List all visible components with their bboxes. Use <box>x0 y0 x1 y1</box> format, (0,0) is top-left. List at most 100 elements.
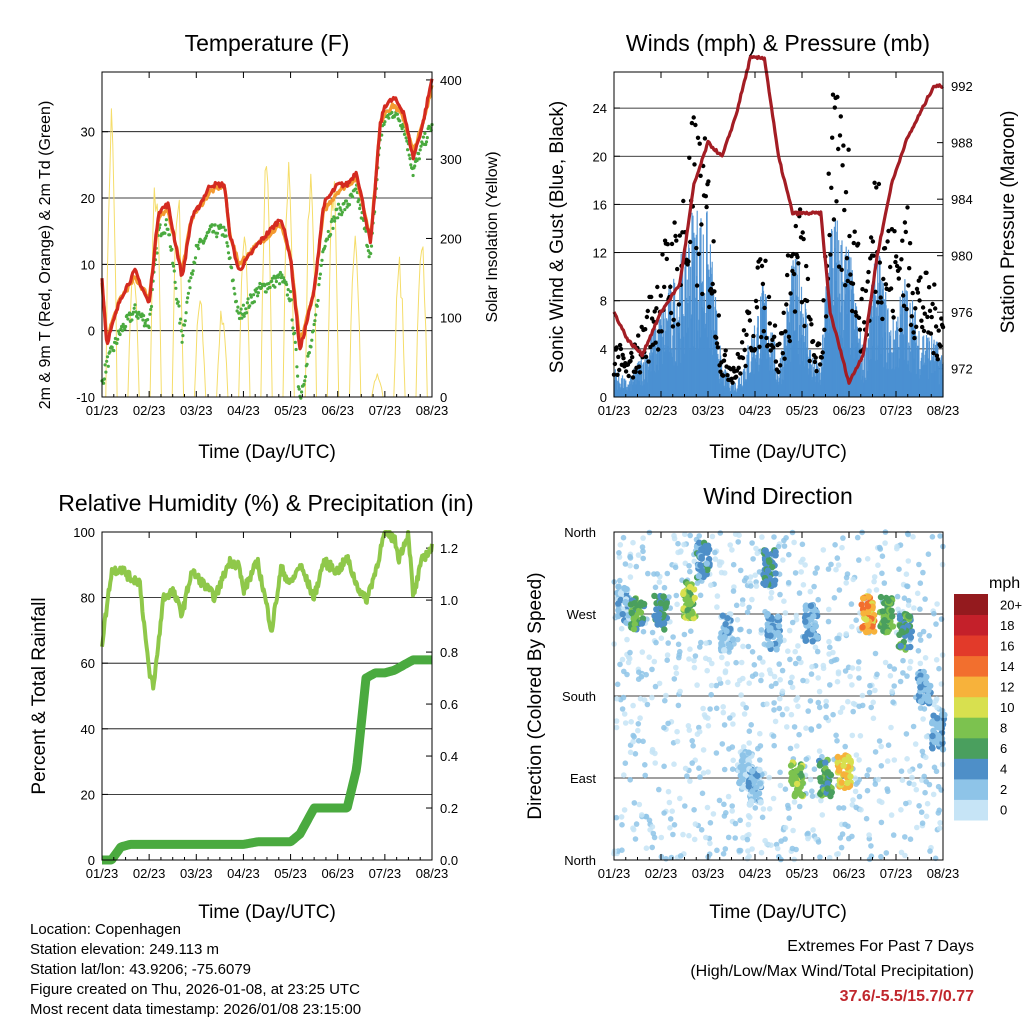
direction-point <box>640 738 646 745</box>
direction-point <box>828 561 834 568</box>
gust-point <box>886 228 891 234</box>
temp-xtick-label: 07/23 <box>369 403 402 418</box>
direction-cluster-point <box>938 735 946 742</box>
winds-panel: Winds (mph) & Pressure (mb) Time (Day/UT… <box>547 30 1019 463</box>
dewpoint-point <box>163 231 167 235</box>
dewpoint-point <box>274 279 278 284</box>
direction-cluster-point <box>662 603 669 611</box>
gust-point <box>840 163 845 168</box>
direction-point <box>721 801 727 808</box>
gust-point <box>925 314 930 320</box>
gust-point <box>782 356 787 361</box>
direction-point <box>643 845 650 851</box>
speed-legend-swatch <box>954 594 988 615</box>
direction-point <box>760 806 767 812</box>
gust-point <box>697 141 702 146</box>
rh-frame <box>101 531 433 861</box>
dewpoint-point <box>244 307 248 311</box>
gust-point <box>618 346 624 352</box>
gust-point <box>911 330 916 335</box>
direction-point <box>735 539 741 545</box>
temperature-ylabel-left: 2m & 9m T (Red, Orange) & 2m Td (Green) <box>37 101 54 410</box>
direction-point <box>781 543 788 549</box>
direction-cluster-point <box>905 612 912 620</box>
direction-point <box>687 532 693 539</box>
dewpoint-point <box>226 244 230 248</box>
direction-point <box>905 597 912 604</box>
direction-cluster-point <box>767 641 775 648</box>
direction-cluster-point <box>753 784 760 791</box>
direction-point <box>630 539 636 546</box>
direction-point <box>649 824 656 830</box>
direction-point <box>684 773 690 779</box>
direction-point <box>905 602 912 608</box>
dewpoint-point <box>425 136 429 140</box>
dewpoint-point <box>256 294 260 298</box>
gust-point <box>636 364 642 369</box>
speed-legend-swatch <box>954 799 988 821</box>
direction-point <box>879 570 885 577</box>
dewpoint-point <box>124 324 128 329</box>
rh-right-ytick-right-label: 0.4 <box>440 749 458 764</box>
dewpoint-point <box>319 263 323 267</box>
dewpoint-point <box>184 311 188 315</box>
gust-point <box>617 367 622 373</box>
direction-point <box>733 659 739 666</box>
direction-point <box>635 721 642 727</box>
direction-cluster-point <box>615 607 622 614</box>
direction-cluster-point <box>798 772 805 779</box>
direction-point <box>791 724 798 730</box>
dir-xtick-label: 01/23 <box>598 866 631 881</box>
gust-point <box>764 335 769 341</box>
direction-point <box>906 780 913 786</box>
gust-point <box>612 361 618 367</box>
temp-right-ytick-right-label: 200 <box>440 231 462 246</box>
gust-point <box>687 155 692 160</box>
direction-point <box>696 724 702 731</box>
gust-point <box>703 194 708 199</box>
direction-cluster-point <box>802 637 810 644</box>
gust-point <box>917 298 922 303</box>
gust-point <box>711 239 716 244</box>
direction-point <box>853 752 860 758</box>
direction-point <box>652 584 659 591</box>
dir-ytick-label: West <box>567 607 597 622</box>
wind-left-ytick-label: 0 <box>600 390 607 405</box>
direction-point <box>614 695 620 702</box>
direction-point <box>677 853 684 859</box>
direction-point <box>825 566 832 572</box>
direction-point <box>716 562 723 568</box>
direction-cluster-point <box>763 578 770 585</box>
direction-cluster-point <box>766 558 773 565</box>
dewpoint-point <box>421 135 425 139</box>
dewpoint-point <box>213 223 217 227</box>
dewpoint-point <box>351 195 355 199</box>
direction-point <box>936 825 943 831</box>
gust-point <box>899 257 904 262</box>
direction-point <box>697 774 703 780</box>
direction-point <box>920 716 926 722</box>
direction-point <box>770 733 777 739</box>
direction-point <box>777 677 783 683</box>
direction-point <box>905 531 911 538</box>
gust-point <box>718 369 723 374</box>
direction-point <box>781 598 787 604</box>
direction-point <box>785 579 792 586</box>
direction-point <box>617 661 623 668</box>
direction-point <box>700 770 707 776</box>
direction-point <box>917 637 924 643</box>
direction-point <box>619 656 626 663</box>
direction-point <box>665 640 671 646</box>
speed-legend-label: 20+ <box>1000 597 1022 612</box>
gust-point <box>792 309 798 314</box>
direction-point <box>778 838 784 844</box>
gust-point <box>907 241 913 246</box>
direction-cluster-point <box>698 553 705 561</box>
direction-point <box>642 762 648 768</box>
dewpoint-point <box>417 157 421 161</box>
gust-point <box>851 240 856 246</box>
gust-point <box>875 300 881 305</box>
direction-point <box>864 772 870 779</box>
gust-point <box>822 327 827 332</box>
direction-point <box>613 814 620 821</box>
